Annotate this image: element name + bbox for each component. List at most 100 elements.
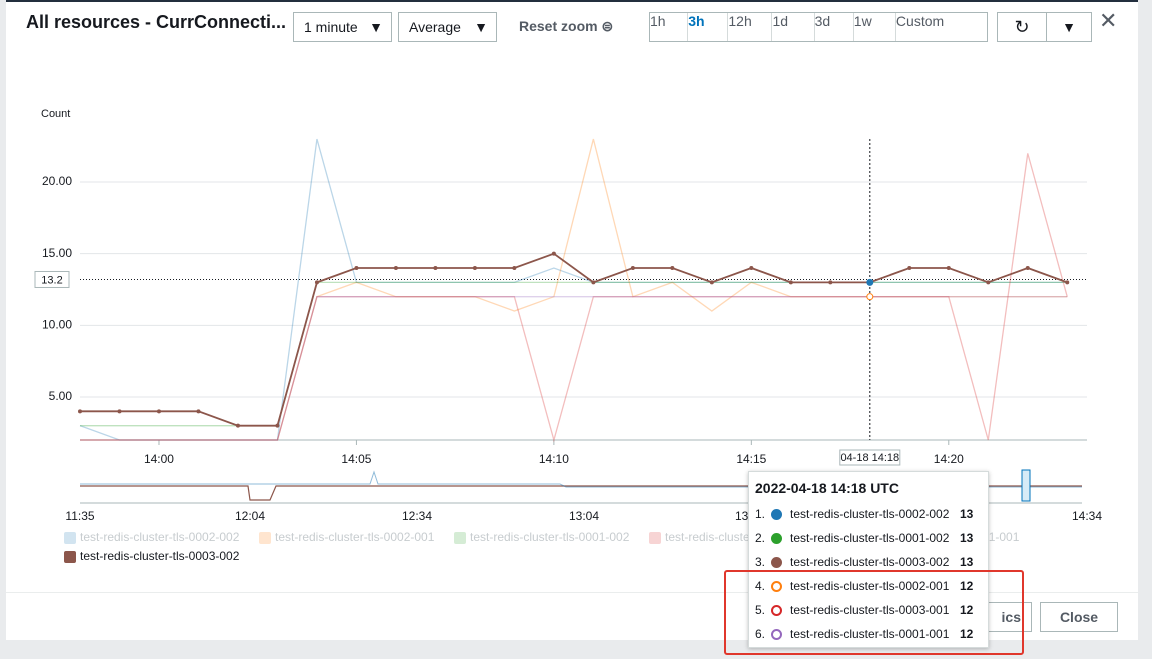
row-value: 13 xyxy=(960,507,974,521)
point xyxy=(393,266,398,271)
point xyxy=(354,266,359,271)
overview-window xyxy=(1021,469,1031,502)
overview-tick-label: 12:04 xyxy=(235,509,265,523)
point xyxy=(433,266,438,271)
point xyxy=(512,266,517,271)
legend-label: test-redis-cluster-tls-0002-001 xyxy=(275,530,435,544)
point xyxy=(907,266,912,271)
row-marker xyxy=(771,580,782,592)
x-tick-label: 14:20 xyxy=(934,452,964,466)
row-name: test-redis-cluster-tls-0001-002 xyxy=(790,531,950,545)
highlight-box xyxy=(724,570,1024,655)
point xyxy=(78,409,82,414)
row-value: 13 xyxy=(960,555,974,569)
close-button[interactable]: Close xyxy=(1040,602,1118,632)
point xyxy=(1025,266,1030,271)
row-marker xyxy=(771,508,782,520)
series-line xyxy=(80,281,1068,427)
legend-swatch xyxy=(64,532,76,544)
point xyxy=(591,280,596,285)
cursor-label-box xyxy=(839,449,901,466)
close-x[interactable]: ✕ xyxy=(1099,8,1118,33)
y-tick-label: 5.00 xyxy=(49,389,73,403)
legend-label: test-redis-cluster-tls-0001-002 xyxy=(470,530,630,544)
y-tick-label: 20.00 xyxy=(42,174,72,188)
tooltip-row: 6. test-redis-cluster-tls-0001-001 12 xyxy=(755,625,973,643)
point xyxy=(828,280,833,285)
overview-tick-label: 12:34 xyxy=(402,509,432,523)
period-select[interactable]: 1 minute ▼ xyxy=(293,12,392,42)
point xyxy=(670,266,675,271)
series-line xyxy=(80,153,1068,443)
y-tick-label: 10.00 xyxy=(42,318,72,332)
series-line xyxy=(79,138,1068,441)
cursor-label: 04-18 14:18 xyxy=(840,452,899,464)
series-line xyxy=(80,296,1068,441)
hover-point xyxy=(866,278,874,286)
range-button[interactable]: 1h xyxy=(650,13,689,41)
legend-swatch xyxy=(454,532,466,544)
point xyxy=(709,280,714,285)
x-tick-label: 14:05 xyxy=(341,452,371,466)
row-value: 13 xyxy=(960,531,974,545)
y-axis-label: Count xyxy=(41,108,70,120)
statistic-text: Average xyxy=(409,19,461,35)
range-button[interactable]: 12h xyxy=(728,13,773,41)
statistic-select[interactable]: Average ▼ xyxy=(398,12,497,42)
point xyxy=(314,280,319,285)
row-name: test-redis-cluster-tls-0001-001 xyxy=(790,627,950,641)
range-group: 1h 3h 12h 1d 3d 1w Custom xyxy=(649,12,988,42)
legend-swatch xyxy=(64,551,76,563)
row-index: 6. xyxy=(755,627,766,641)
metrics-text: ics xyxy=(1001,609,1021,625)
point xyxy=(1065,280,1070,285)
row-name: test-redis-cluster-tls-0002-001 xyxy=(790,579,950,593)
point xyxy=(235,423,240,428)
period-text: 1 minute xyxy=(304,19,358,35)
tooltip-title: 2022-04-18 14:18 UTC xyxy=(755,480,899,496)
caret: ▼ xyxy=(474,19,488,35)
range-button[interactable]: 3d xyxy=(815,13,854,41)
dialog-title: All resources - CurrConnecti... xyxy=(26,12,287,32)
range-button[interactable]: 1w xyxy=(854,13,896,41)
reference-label-box xyxy=(34,270,70,288)
row-value: 12 xyxy=(960,579,974,593)
row-marker xyxy=(771,604,782,616)
point xyxy=(156,409,161,414)
range-button[interactable]: 3h xyxy=(688,13,729,41)
tooltip-row: 2. test-redis-cluster-tls-0001-002 13 xyxy=(755,529,973,547)
overview-tick-label: 13:04 xyxy=(569,509,599,523)
caret: ▼ xyxy=(369,19,383,35)
legend-label: test-redis-cluster-tls-0003-002 xyxy=(80,549,240,563)
row-index: 4. xyxy=(755,579,766,593)
tooltip-row: 5. test-redis-cluster-tls-0003-001 12 xyxy=(755,601,973,619)
point xyxy=(117,409,122,414)
row-name: test-redis-cluster-tls-0002-002 xyxy=(790,507,950,521)
point xyxy=(749,266,754,271)
row-index: 5. xyxy=(755,603,766,617)
series-line xyxy=(80,138,1068,441)
legend-swatch xyxy=(649,532,661,544)
range-button[interactable]: 1d xyxy=(772,13,815,41)
row-index: 3. xyxy=(755,555,766,569)
series-line xyxy=(80,252,1068,427)
x-tick-label: 14:10 xyxy=(539,452,569,466)
point xyxy=(946,266,951,271)
row-marker xyxy=(771,628,782,640)
point xyxy=(788,280,793,285)
overview-line xyxy=(80,485,1082,501)
point xyxy=(472,266,477,271)
legend-swatch xyxy=(259,532,271,544)
point xyxy=(196,409,201,414)
refresh-menu[interactable]: ▼ xyxy=(1046,12,1092,42)
row-index: 1. xyxy=(755,507,766,521)
tooltip-row: 3. test-redis-cluster-tls-0003-002 13 xyxy=(755,553,973,571)
range-button[interactable]: Custom xyxy=(895,13,945,29)
reset-zoom[interactable]: Reset zoom ⊜ xyxy=(519,18,614,34)
row-value: 12 xyxy=(960,603,974,617)
row-marker xyxy=(771,532,782,544)
tooltip-row: 1. test-redis-cluster-tls-0002-002 13 xyxy=(755,505,973,523)
tooltip-row: 4. test-redis-cluster-tls-0002-001 12 xyxy=(755,577,973,595)
tooltip: 2022-04-18 14:18 UTC 1. test-redis-cluste… xyxy=(748,471,989,648)
